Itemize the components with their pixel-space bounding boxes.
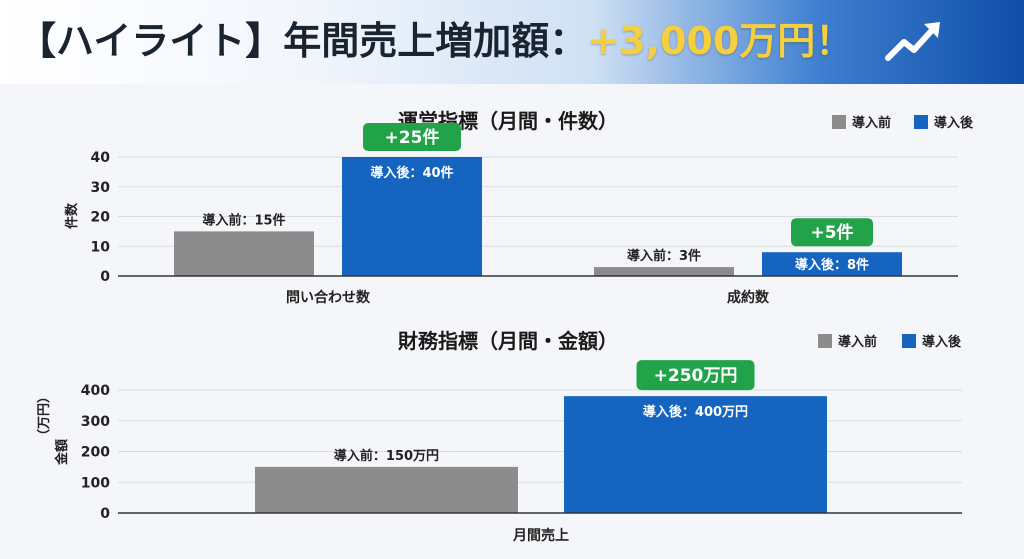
bar-label-before-0: 導入前：150万円 bbox=[334, 448, 439, 464]
bar-after-0 bbox=[342, 157, 482, 276]
badge-text-0: +25件 bbox=[385, 127, 440, 148]
bar-before-0 bbox=[255, 466, 518, 513]
y-tick-label-0: 0 bbox=[100, 269, 110, 285]
header-banner: 【ハイライト】年間売上増加額：+3,000万円！ bbox=[0, 0, 1024, 84]
legend-swatch-before bbox=[818, 334, 832, 348]
bar-before-0 bbox=[174, 231, 314, 276]
title-main: 【ハイライト】年間売上増加額： bbox=[18, 19, 588, 63]
title-highlight: +3,000万円！ bbox=[587, 19, 854, 63]
badge-1 bbox=[791, 218, 873, 247]
finance-chart: 財務指標（月間・金額） 導入前 導入後 0 100 200 300 400 金額（万円） 導入前：… bbox=[36, 329, 962, 544]
bar-label-before-0: 導入前：15件 bbox=[202, 212, 285, 228]
badge-0 bbox=[363, 123, 461, 151]
y-tick-label-2: 20 bbox=[91, 210, 111, 226]
y-axis-label-unit: （万円） bbox=[36, 390, 52, 442]
y-tick-label-0: 0 bbox=[100, 506, 110, 522]
legend-label-after: 導入後 bbox=[934, 115, 974, 131]
category-label-0: 問い合わせ数 bbox=[286, 289, 371, 306]
category-label-0: 月間売上 bbox=[512, 527, 569, 544]
badge-0 bbox=[636, 360, 755, 391]
trend-up-arrow-icon bbox=[885, 22, 940, 61]
bar-after-0 bbox=[564, 396, 827, 513]
y-axis-label: 件数 bbox=[64, 202, 80, 229]
bar-after-1 bbox=[762, 252, 902, 276]
badge-text-1: +5件 bbox=[810, 222, 853, 243]
y-tick-label-1: 10 bbox=[91, 239, 111, 255]
legend-label-after: 導入後 bbox=[922, 334, 962, 350]
bar-label-before-1: 導入前：3件 bbox=[627, 248, 701, 264]
y-tick-label-3: 300 bbox=[81, 414, 110, 430]
page-title: 【ハイライト】年間売上増加額：+3,000万円！ bbox=[18, 16, 853, 66]
legend-swatch-after bbox=[914, 115, 928, 129]
y-tick-label-2: 200 bbox=[81, 445, 110, 461]
y-tick-label-1: 100 bbox=[81, 475, 110, 491]
y-tick-label-4: 400 bbox=[81, 383, 110, 399]
legend-label-before: 導入前 bbox=[852, 115, 891, 131]
legend-label-before: 導入前 bbox=[838, 334, 877, 350]
bar-label-after-1: 導入後：8件 bbox=[795, 257, 869, 273]
chart-title: 財務指標（月間・金額） bbox=[398, 329, 618, 353]
y-tick-label-4: 40 bbox=[91, 150, 111, 166]
bar-label-after-0: 導入後：400万円 bbox=[643, 404, 748, 420]
y-tick-label-3: 30 bbox=[91, 180, 111, 196]
bar-label-after-0: 導入後：40件 bbox=[370, 165, 453, 181]
y-axis-label: 金額 bbox=[54, 439, 70, 466]
badge-text-0: +250万円 bbox=[654, 366, 738, 386]
legend-swatch-after bbox=[902, 334, 916, 348]
category-label-1: 成約数 bbox=[727, 289, 770, 306]
bar-before-1 bbox=[594, 267, 734, 276]
legend-swatch-before bbox=[832, 115, 846, 129]
